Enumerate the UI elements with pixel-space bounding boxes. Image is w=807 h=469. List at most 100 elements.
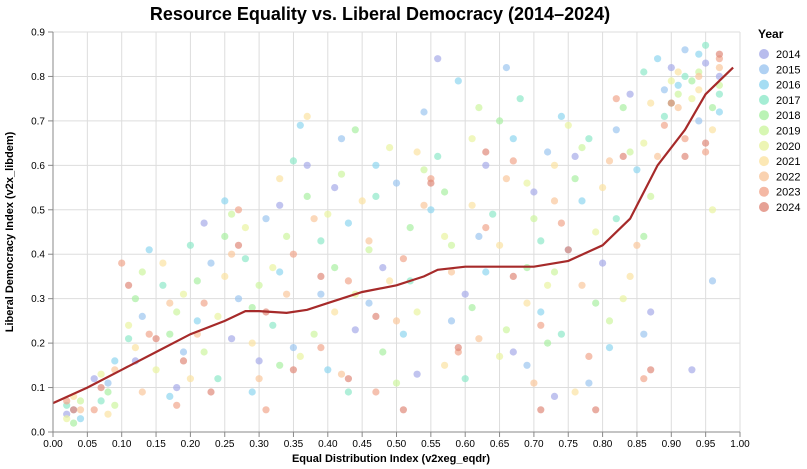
data-point	[482, 161, 490, 169]
data-point	[317, 344, 325, 352]
data-point	[289, 250, 297, 258]
data-point	[179, 290, 188, 298]
data-point	[317, 237, 325, 245]
data-point	[489, 210, 497, 218]
x-tick-label: 0.70	[524, 439, 544, 450]
x-tick-label: 0.00	[43, 439, 63, 450]
data-point	[413, 148, 421, 156]
data-point	[331, 308, 339, 316]
data-point	[145, 330, 153, 338]
data-point	[76, 397, 85, 405]
data-point	[200, 348, 208, 356]
data-point	[667, 64, 675, 72]
data-point	[365, 299, 373, 307]
data-point	[303, 161, 311, 169]
data-point	[633, 166, 641, 174]
data-point	[647, 99, 655, 107]
data-point	[221, 232, 229, 240]
data-point	[324, 366, 332, 374]
data-point	[647, 308, 655, 316]
data-point	[379, 348, 387, 356]
series-2018	[70, 77, 717, 427]
data-point	[688, 77, 696, 85]
data-point	[667, 99, 675, 107]
data-point	[399, 330, 407, 338]
data-point	[447, 317, 456, 325]
data-point	[296, 121, 304, 129]
data-point	[392, 379, 401, 387]
data-point	[468, 201, 476, 209]
data-point	[420, 166, 428, 174]
data-point	[660, 112, 669, 120]
data-point	[344, 277, 352, 285]
y-tick-label: 0.9	[31, 28, 45, 39]
data-point	[111, 357, 119, 365]
x-tick-label: 0.75	[559, 439, 579, 450]
data-point	[406, 224, 414, 232]
data-point	[337, 135, 346, 143]
data-point	[441, 188, 449, 196]
x-tick-label: 0.80	[593, 439, 613, 450]
y-tick-label: 0.2	[31, 339, 45, 350]
data-point	[454, 77, 462, 85]
legend-label: 2024	[776, 202, 800, 214]
data-point	[248, 339, 256, 347]
data-point	[221, 272, 229, 280]
data-point	[392, 179, 401, 187]
series-2020	[63, 77, 717, 423]
data-point	[427, 206, 435, 214]
data-point	[640, 232, 648, 240]
data-point	[262, 215, 270, 223]
trend-line	[52, 66, 734, 405]
legend-swatch	[759, 171, 769, 182]
x-tick-label: 1.00	[730, 439, 750, 450]
data-point	[475, 335, 483, 343]
legend-item-2023: 2023	[759, 186, 800, 199]
data-point	[482, 224, 490, 232]
data-point	[592, 299, 600, 307]
data-point	[468, 135, 476, 143]
legend-swatch	[759, 110, 769, 121]
data-point	[358, 197, 366, 205]
data-point	[138, 312, 146, 320]
data-point	[715, 64, 724, 72]
data-point	[351, 326, 359, 334]
legend-label: 2017	[776, 95, 800, 107]
data-point	[523, 179, 531, 187]
legend-item-2021: 2021	[759, 156, 800, 168]
y-tick-label: 0.8	[31, 72, 45, 83]
data-point	[674, 90, 682, 98]
data-point	[173, 384, 181, 392]
data-point	[592, 406, 600, 414]
data-point	[159, 259, 167, 267]
data-point	[674, 81, 682, 89]
data-point	[241, 224, 249, 232]
legend-label: 2018	[776, 110, 800, 122]
data-point	[571, 152, 579, 160]
data-point	[640, 330, 648, 338]
data-point	[585, 379, 593, 387]
y-tick-label: 0.7	[31, 116, 45, 127]
data-point	[447, 241, 456, 249]
data-point	[496, 241, 504, 249]
data-point	[640, 375, 648, 383]
data-point	[468, 304, 476, 312]
data-point	[228, 210, 236, 218]
data-point	[708, 277, 717, 285]
data-point	[200, 299, 208, 307]
data-point	[619, 104, 627, 112]
y-tick-label: 0.4	[31, 250, 45, 261]
data-point	[578, 281, 586, 289]
data-point	[523, 299, 531, 307]
data-point	[379, 264, 387, 272]
data-point	[544, 148, 552, 156]
data-point	[578, 197, 586, 205]
data-point	[702, 59, 710, 67]
legend-item-2020: 2020	[759, 140, 800, 153]
data-point	[104, 379, 112, 387]
data-point	[715, 108, 724, 116]
data-point	[269, 264, 277, 272]
y-tick-label: 0.6	[31, 161, 45, 172]
data-point	[179, 348, 188, 356]
data-point	[509, 135, 517, 143]
